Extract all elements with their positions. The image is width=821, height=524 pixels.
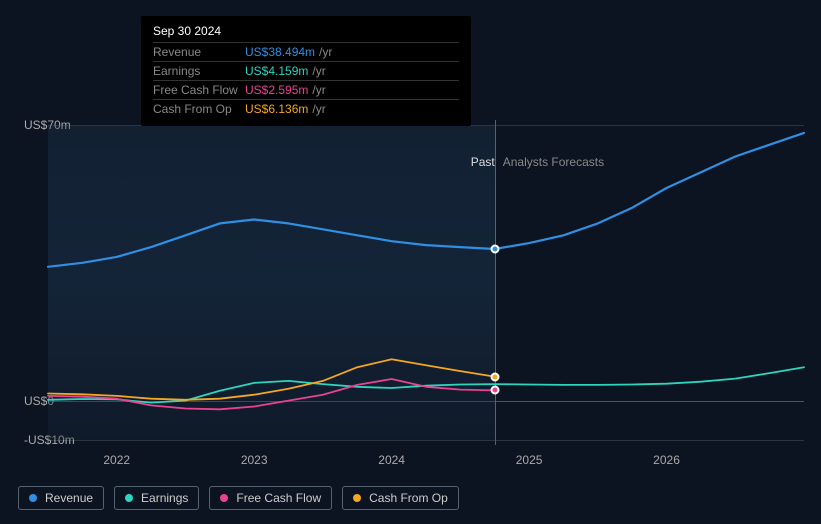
tooltip-metric-value: US$6.136m	[245, 102, 308, 116]
series-revenue	[48, 133, 804, 267]
series-earnings	[48, 367, 804, 402]
legend-label: Revenue	[45, 491, 93, 505]
tooltip-metric-label: Free Cash Flow	[153, 83, 245, 97]
x-axis-label: 2022	[103, 453, 130, 467]
tooltip-metric-label: Cash From Op	[153, 102, 245, 116]
marker-free-cash-flow	[490, 386, 499, 395]
tooltip-metric-unit: /yr	[319, 45, 332, 59]
tooltip-row: Free Cash FlowUS$2.595m/yr	[153, 80, 459, 99]
legend-label: Cash From Op	[369, 491, 448, 505]
x-axis-label: 2024	[378, 453, 405, 467]
y-gridline	[48, 440, 804, 441]
tooltip-metric-value: US$38.494m	[245, 45, 315, 59]
tooltip-row: Cash From OpUS$6.136m/yr	[153, 99, 459, 118]
x-axis-label: 2026	[653, 453, 680, 467]
x-axis-label: 2023	[241, 453, 268, 467]
tooltip-row: EarningsUS$4.159m/yr	[153, 61, 459, 80]
tooltip-date: Sep 30 2024	[153, 24, 459, 42]
series-cash-from-op	[48, 359, 495, 400]
chart-tooltip: Sep 30 2024 RevenueUS$38.494m/yrEarnings…	[141, 16, 471, 126]
legend-label: Free Cash Flow	[236, 491, 321, 505]
legend-dot-icon	[125, 494, 133, 502]
plot-area: Past Analysts Forecasts	[48, 125, 804, 440]
marker-revenue	[490, 245, 499, 254]
tooltip-metric-label: Earnings	[153, 64, 245, 78]
chart-lines	[48, 125, 804, 440]
tooltip-metric-unit: /yr	[312, 83, 325, 97]
tooltip-metric-label: Revenue	[153, 45, 245, 59]
series-free-cash-flow	[48, 379, 495, 409]
tooltip-metric-value: US$4.159m	[245, 64, 308, 78]
legend-dot-icon	[353, 494, 361, 502]
tooltip-row: RevenueUS$38.494m/yr	[153, 42, 459, 61]
legend-item-cash-from-op[interactable]: Cash From Op	[342, 486, 459, 510]
legend-dot-icon	[220, 494, 228, 502]
legend-item-revenue[interactable]: Revenue	[18, 486, 104, 510]
tooltip-metric-value: US$2.595m	[245, 83, 308, 97]
legend-label: Earnings	[141, 491, 188, 505]
chart-legend: Revenue Earnings Free Cash Flow Cash From O…	[18, 486, 459, 510]
legend-item-free-cash-flow[interactable]: Free Cash Flow	[209, 486, 332, 510]
tooltip-metric-unit: /yr	[312, 102, 325, 116]
marker-cash-from-op	[490, 372, 499, 381]
tooltip-metric-unit: /yr	[312, 64, 325, 78]
x-axis-label: 2025	[516, 453, 543, 467]
legend-dot-icon	[29, 494, 37, 502]
legend-item-earnings[interactable]: Earnings	[114, 486, 199, 510]
